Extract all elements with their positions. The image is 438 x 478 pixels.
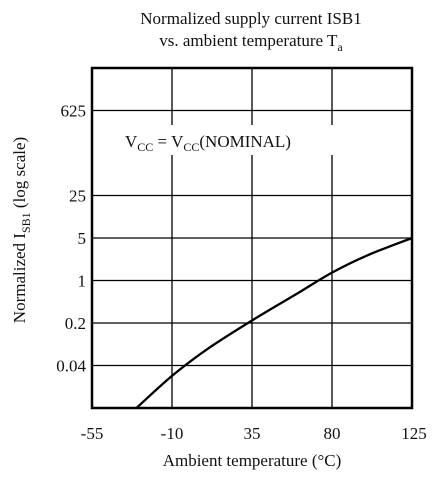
y-tick-label: 1 [78,272,87,291]
y-tick-label: 0.2 [65,314,86,333]
x-tick-label: 80 [324,424,341,443]
x-tick-label: 35 [244,424,261,443]
y-axis-label-subscript: SB1 [19,212,33,233]
y-axis-label: Normalized ISB1 (log scale) [10,137,33,323]
chart-title-line1: Normalized supply current ISB1 [140,9,361,28]
y-tick-label: 625 [61,102,87,121]
grid [92,68,412,408]
series-line [135,236,413,409]
x-tick-label: -10 [161,424,184,443]
chart-title-line2: vs. ambient temperature Ta [159,31,343,54]
series-group [135,236,413,409]
y-axis-label-prefix: Normalized I [10,233,29,323]
annotation-eq: = V [153,132,184,151]
y-tick-label: 0.04 [56,357,86,376]
y-axis-label-suffix: (log scale) [10,137,29,213]
x-tick-labels: -55 -10 35 80 125 [81,424,427,443]
annotation-background [120,125,352,155]
annotation-v1: V [125,132,138,151]
chart-title-line2-subscript: a [337,40,343,54]
annotation-sub1: CC [137,140,153,154]
annotation-sub2: CC [183,140,199,154]
y-tick-labels: 625 25 5 1 0.2 0.04 [56,102,86,376]
annotation-nominal: (NOMINAL) [199,132,291,151]
y-tick-label: 5 [78,229,87,248]
chart-title-line2-text: vs. ambient temperature T [159,31,338,50]
x-tick-label: -55 [81,424,104,443]
y-tick-label: 25 [69,187,86,206]
x-tick-label: 125 [401,424,427,443]
annotation-vcc-nominal: VCC = VCC(NOMINAL) [125,132,291,154]
x-axis-label: Ambient temperature (°C) [163,451,342,470]
